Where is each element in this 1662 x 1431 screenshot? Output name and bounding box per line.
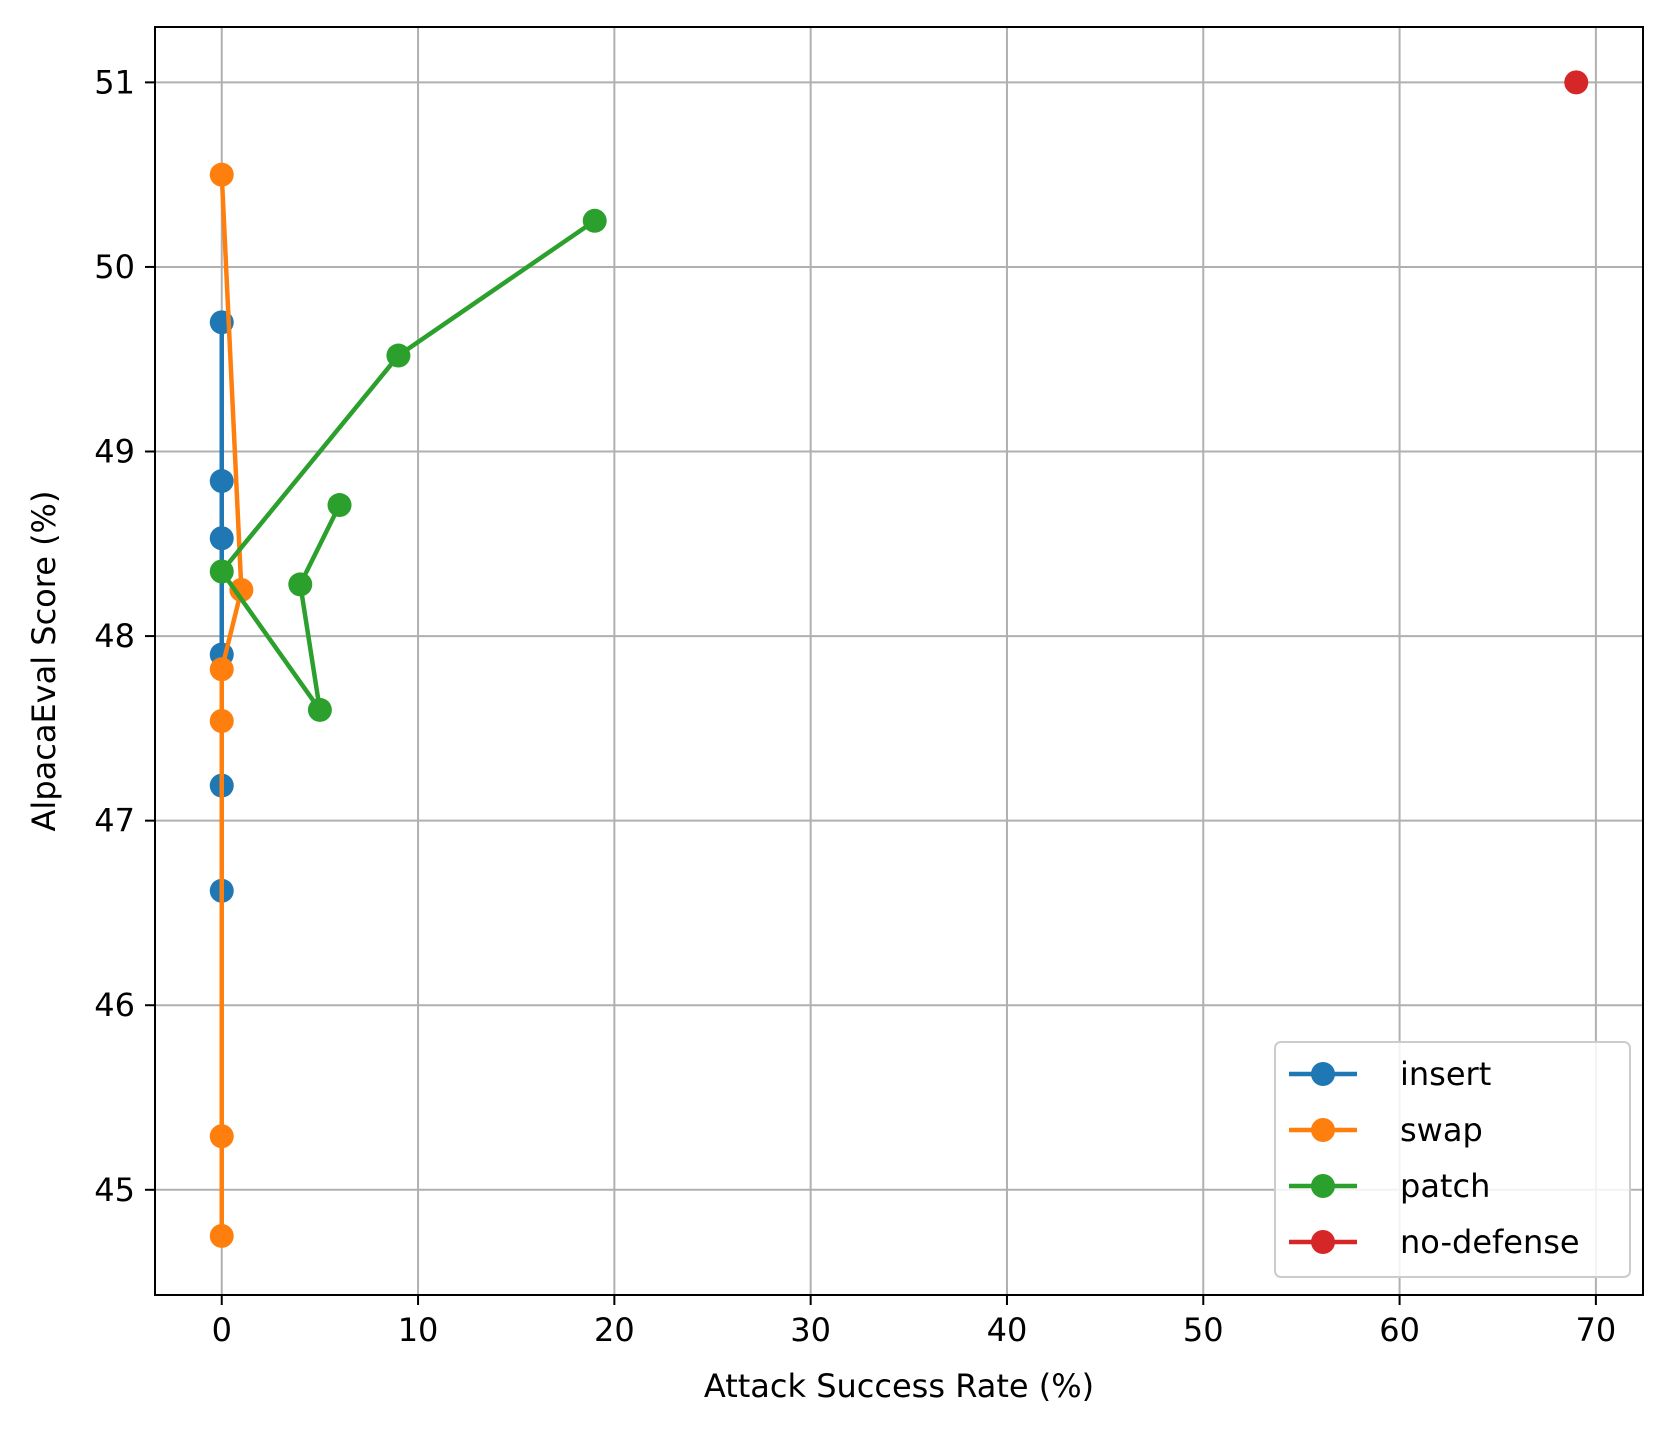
y-tick-label: 46 xyxy=(94,986,135,1024)
legend: insert swap patch no-defense xyxy=(1274,1041,1631,1278)
x-tick-label: 60 xyxy=(1379,1311,1420,1349)
series-line-swap xyxy=(219,174,244,1236)
data-point-patch xyxy=(386,343,411,368)
grid xyxy=(155,27,1643,1295)
legend-item-swap: swap xyxy=(1289,1111,1483,1149)
plot-series xyxy=(209,70,1589,1248)
x-tick-label: 20 xyxy=(594,1311,635,1349)
legend-item-no-defense: no-defense xyxy=(1289,1223,1580,1261)
data-point-patch xyxy=(288,572,313,597)
data-point-swap xyxy=(209,657,234,682)
series-swap xyxy=(209,162,254,1248)
series-no-defense xyxy=(1564,70,1589,95)
data-point-swap xyxy=(209,162,234,187)
y-tick-label: 47 xyxy=(94,802,135,840)
y-tick-label: 51 xyxy=(94,63,135,101)
legend-label: insert xyxy=(1400,1055,1491,1093)
plot-frame xyxy=(154,26,1644,1296)
legend-label: swap xyxy=(1400,1111,1483,1149)
data-point-swap xyxy=(209,1124,234,1149)
data-point-swap xyxy=(209,1223,234,1248)
data-point-patch xyxy=(209,559,234,584)
x-tick-label: 0 xyxy=(212,1311,232,1349)
legend-label: no-defense xyxy=(1400,1223,1580,1261)
x-tick-label: 50 xyxy=(1183,1311,1224,1349)
x-tick-label: 70 xyxy=(1576,1311,1617,1349)
data-point-swap xyxy=(229,577,254,602)
x-tick-label: 30 xyxy=(790,1311,831,1349)
data-point-patch xyxy=(582,208,607,233)
legend-marker xyxy=(1311,1230,1335,1254)
x-tick-label: 10 xyxy=(398,1311,439,1349)
series-line-patch xyxy=(219,218,596,713)
x-tick-label: 40 xyxy=(987,1311,1028,1349)
legend-item-patch: patch xyxy=(1289,1167,1490,1205)
y-tick-label: 45 xyxy=(94,1171,135,1209)
axis-ticks: 0 10 20 30 40 50 60 70 45 46 47 48 49 50 51 xyxy=(94,63,1616,1349)
data-point-insert xyxy=(209,526,234,551)
data-point-patch xyxy=(327,493,352,518)
legend-label: patch xyxy=(1400,1167,1490,1205)
y-tick-label: 48 xyxy=(94,617,135,655)
y-axis-title: AlpacaEval Score (%) xyxy=(25,491,63,832)
legend-marker xyxy=(1311,1062,1335,1086)
series-patch xyxy=(209,208,607,722)
data-point-patch xyxy=(307,697,332,722)
y-tick-label: 49 xyxy=(94,433,135,471)
data-point-swap xyxy=(209,708,234,733)
data-point-insert xyxy=(209,469,234,494)
data-point-no-defense xyxy=(1564,70,1589,95)
x-axis-title: Attack Success Rate (%) xyxy=(704,1367,1094,1405)
legend-box xyxy=(1274,1041,1631,1278)
legend-marker xyxy=(1311,1118,1335,1142)
legend-item-insert: insert xyxy=(1289,1055,1491,1093)
y-tick-label: 50 xyxy=(94,248,135,286)
legend-marker xyxy=(1311,1174,1335,1198)
